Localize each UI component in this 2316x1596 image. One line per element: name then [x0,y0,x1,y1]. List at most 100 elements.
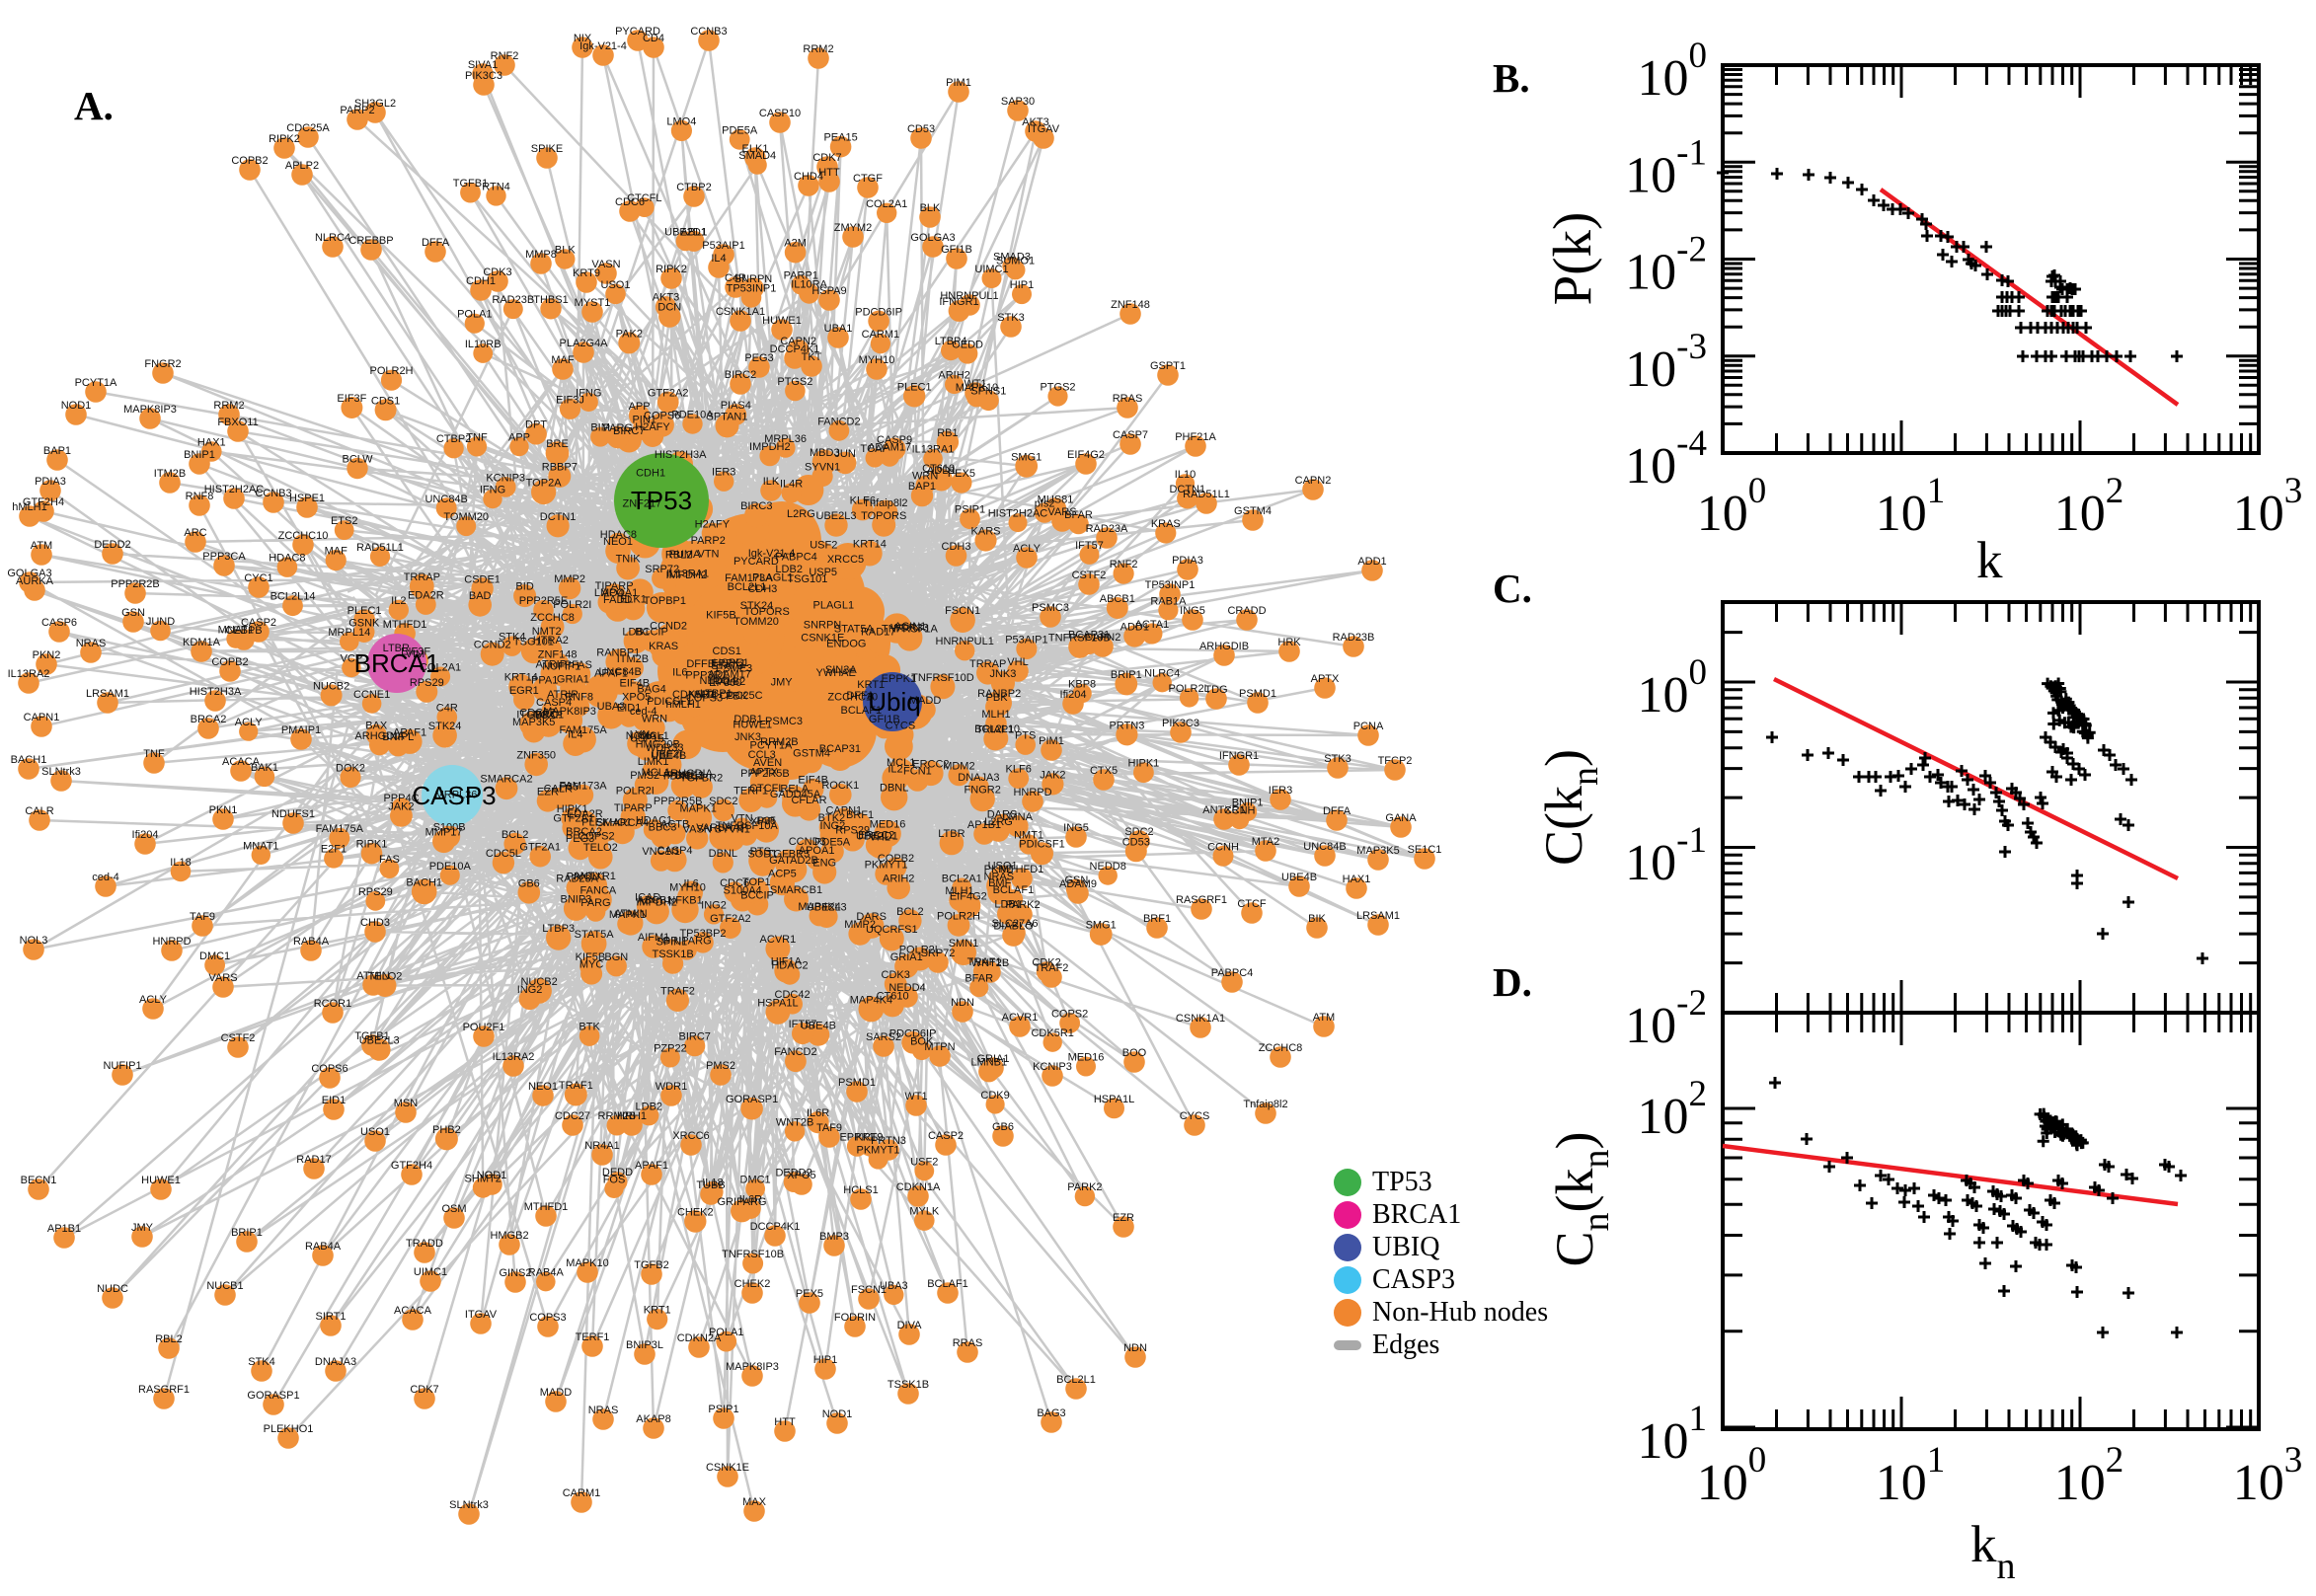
svg-text:TOMM20: TOMM20 [733,616,779,628]
svg-text:ced-4: ced-4 [92,872,119,883]
svg-text:CCNB3: CCNB3 [690,26,727,38]
svg-text:CYCS: CYCS [886,721,916,732]
svg-text:TGFB2: TGFB2 [634,1259,668,1271]
svg-text:NIX: NIX [574,33,592,44]
svg-text:TOPORS: TOPORS [861,510,906,522]
svg-text:CRADD: CRADD [1227,605,1266,617]
svg-text:BNIP3L: BNIP3L [626,1339,663,1351]
svg-text:ARHGDIA: ARHGDIA [663,768,714,780]
svg-text:UBE4B: UBE4B [1281,872,1317,883]
svg-text:SPTAN1: SPTAN1 [707,411,748,422]
svg-text:PKMYT1: PKMYT1 [856,1145,899,1157]
svg-text:COL2A1: COL2A1 [866,198,907,210]
svg-text:TNFRSF10A: TNFRSF10A [716,820,779,832]
svg-text:EIF3F: EIF3F [401,646,430,657]
svg-text:LDB1: LDB1 [622,627,650,639]
svg-text:CARM1: CARM1 [563,1487,601,1499]
svg-text:MRPL36: MRPL36 [764,433,807,445]
svg-text:NOD1: NOD1 [822,1408,853,1420]
svg-text:MED16: MED16 [1068,1052,1105,1064]
svg-text:CDS1: CDS1 [371,395,400,407]
svg-text:TGFBR3: TGFBR3 [767,848,810,860]
svg-text:AKT3: AKT3 [653,292,680,304]
svg-text:GSNK: GSNK [348,617,380,629]
svg-text:NMT1: NMT1 [1014,830,1043,842]
svg-text:JAK2: JAK2 [388,800,414,812]
svg-text:VHL: VHL [1007,656,1028,668]
svg-text:HRH1: HRH1 [617,1110,647,1122]
svg-text:TCAP: TCAP [860,443,888,455]
svg-text:ATMIN: ATMIN [614,908,647,920]
svg-text:PEX5: PEX5 [948,468,975,480]
svg-text:A2M: A2M [784,238,807,250]
svg-text:DMC1: DMC1 [740,1174,771,1185]
svg-text:STAT3: STAT3 [711,660,743,672]
svg-text:LMO4: LMO4 [666,115,696,127]
svg-text:RANBP1: RANBP1 [596,647,640,659]
svg-text:GADD45A: GADD45A [770,789,821,800]
svg-text:WRN: WRN [912,470,938,482]
svg-text:RRM2B: RRM2B [598,1110,637,1122]
svg-text:ATM: ATM [31,540,52,552]
svg-text:ING2: ING2 [517,984,543,996]
svg-text:DDB1: DDB1 [733,714,762,725]
svg-text:CDK7: CDK7 [812,152,841,164]
svg-text:MCL1: MCL1 [642,767,670,779]
svg-text:WDR1: WDR1 [656,1081,687,1093]
svg-text:PPP2R2B: PPP2R2B [111,578,160,590]
svg-text:CCNB3: CCNB3 [255,488,291,499]
svg-text:EDA2R: EDA2R [408,590,444,602]
svg-text:AURKA: AURKA [16,575,54,587]
svg-text:CDH1: CDH1 [636,468,665,480]
svg-text:RASGRF1: RASGRF1 [138,1384,190,1396]
svg-text:RAD23A: RAD23A [1086,523,1128,535]
svg-text:HMG20B: HMG20B [636,738,680,750]
svg-text:MAP3K5: MAP3K5 [512,717,555,728]
svg-text:EIF3F: EIF3F [337,393,366,405]
svg-text:CASP3: CASP3 [1372,1264,1455,1295]
svg-text:NLRC4: NLRC4 [1144,668,1180,680]
svg-text:ADAM9: ADAM9 [1059,878,1097,890]
svg-text:HDAC8: HDAC8 [269,553,305,565]
svg-text:SIVA1: SIVA1 [468,59,498,71]
svg-text:KLF6: KLF6 [850,495,876,507]
svg-text:CCNH: CCNH [1224,805,1256,817]
svg-text:CDKN1A: CDKN1A [896,1181,941,1193]
svg-text:BRIP1: BRIP1 [231,1227,263,1239]
svg-text:HIP1: HIP1 [813,1354,837,1366]
svg-text:BRCA1: BRCA1 [354,648,440,678]
svg-text:C4R: C4R [725,272,746,284]
svg-text:UBE2D1: UBE2D1 [856,830,898,842]
svg-text:ARC: ARC [184,527,206,539]
svg-text:IL18: IL18 [170,857,191,869]
svg-text:CAPN1: CAPN1 [24,712,60,723]
svg-text:MLH1: MLH1 [981,709,1010,721]
svg-text:CSNK1E: CSNK1E [801,632,844,644]
svg-text:AIFM1: AIFM1 [638,932,669,944]
svg-text:ETS2: ETS2 [331,515,358,527]
svg-text:TSSK1B: TSSK1B [653,949,694,960]
svg-text:LTBP4: LTBP4 [935,336,967,347]
svg-text:AKAP8: AKAP8 [636,1413,670,1425]
svg-text:POLR2H: POLR2H [369,365,413,377]
svg-text:STK4: STK4 [248,1356,275,1368]
svg-text:HNRNPUL1: HNRNPUL1 [936,636,994,647]
svg-text:HTRA2: HTRA2 [533,635,569,646]
svg-text:hMLH1: hMLH1 [665,699,700,711]
svg-text:HIST2H2AC: HIST2H2AC [988,508,1048,520]
svg-text:ING2: ING2 [701,899,727,911]
svg-text:JAK2: JAK2 [1040,769,1065,781]
svg-text:BCL2: BCL2 [502,829,529,841]
svg-text:SH3GL2: SH3GL2 [354,98,396,110]
svg-text:RAD51L1: RAD51L1 [1183,489,1230,500]
svg-text:GTF2A1: GTF2A1 [553,812,594,824]
svg-text:NEO1: NEO1 [603,536,633,548]
svg-text:BCLAF1: BCLAF1 [927,1278,968,1290]
svg-text:MAX: MAX [742,1496,767,1508]
svg-text:TNF: TNF [466,431,488,443]
svg-text:BRCA2: BRCA2 [566,826,602,838]
svg-text:TNFRSF1A: TNFRSF1A [882,624,939,636]
svg-text:PEX5: PEX5 [796,1288,823,1300]
svg-text:ABCB1: ABCB1 [637,895,672,907]
svg-text:CCL3: CCL3 [748,749,776,761]
